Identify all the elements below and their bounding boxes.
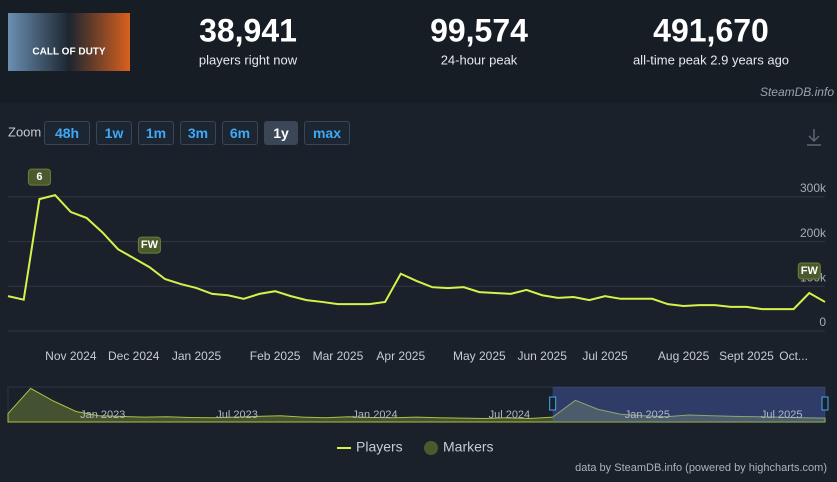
thumbnail-text: CALL OF DUTY xyxy=(32,47,105,58)
stat-value: 99,574 xyxy=(430,12,528,48)
marker-flag xyxy=(797,262,821,280)
x-tick-label: Jan 2025 xyxy=(172,349,222,363)
x-tick-label: Oct... xyxy=(779,349,808,363)
y-tick-label: 300k xyxy=(800,181,827,195)
chart-panel xyxy=(0,103,837,482)
navigator-label: Jul 2023 xyxy=(216,409,258,421)
zoom-label: Zoom xyxy=(8,124,41,139)
players-line xyxy=(7,193,826,311)
game-thumbnail xyxy=(8,13,130,71)
navigator-label: Jul 2024 xyxy=(489,409,531,421)
stat-label: all-time peak 2.9 years ago xyxy=(633,52,789,67)
marker-flag xyxy=(27,168,51,186)
stat-label: 24-hour peak xyxy=(441,52,518,67)
x-tick-label: Feb 2025 xyxy=(250,349,301,363)
x-tick-label: Apr 2025 xyxy=(376,349,425,363)
zoom-button[interactable]: 48h xyxy=(44,121,90,145)
x-tick-label: Jul 2025 xyxy=(582,349,628,363)
navigator-label: Jan 2023 xyxy=(80,409,125,421)
navigator-handle xyxy=(549,396,557,411)
stat-value: 491,670 xyxy=(653,12,769,48)
zoom-button[interactable]: 3m xyxy=(180,121,216,145)
marker-label: FW xyxy=(141,239,159,251)
x-tick-label: Nov 2024 xyxy=(45,349,97,363)
navigator-area xyxy=(7,387,826,423)
zoom-button[interactable]: 1y xyxy=(264,121,298,145)
zoom-button[interactable]: 1w xyxy=(96,121,132,145)
navigator-label: Jan 2025 xyxy=(625,409,670,421)
x-tick-label: May 2025 xyxy=(453,349,506,363)
x-tick-label: Aug 2025 xyxy=(658,349,710,363)
marker-label: FW xyxy=(801,265,819,277)
stat-value: 38,941 xyxy=(199,12,297,48)
legend-label: Markers xyxy=(443,439,494,455)
navigator-handle xyxy=(821,396,829,411)
x-tick-label: Sept 2025 xyxy=(719,349,774,363)
marker-flag xyxy=(137,236,161,254)
navigator-label: Jul 2025 xyxy=(761,409,803,421)
marker-label: 6 xyxy=(36,171,42,183)
x-tick-label: Jun 2025 xyxy=(517,349,567,363)
legend-label: Players xyxy=(356,439,403,455)
source-label: SteamDB.info xyxy=(760,85,834,99)
y-tick-label: 200k xyxy=(800,226,827,240)
zoom-button[interactable]: max xyxy=(304,121,350,145)
stat-label: players right now xyxy=(199,52,298,67)
zoom-button[interactable]: 6m xyxy=(222,121,258,145)
navigator-label: Jan 2024 xyxy=(352,409,397,421)
download-icon[interactable] xyxy=(807,129,821,146)
x-tick-label: Dec 2024 xyxy=(108,349,160,363)
navigator-selection xyxy=(552,387,825,422)
y-tick-label: 0 xyxy=(819,315,826,329)
credits: data by SteamDB.info (powered by highcha… xyxy=(575,462,827,474)
x-tick-label: Mar 2025 xyxy=(313,349,364,363)
zoom-button[interactable]: 1m xyxy=(138,121,174,145)
legend-marker xyxy=(424,441,438,455)
